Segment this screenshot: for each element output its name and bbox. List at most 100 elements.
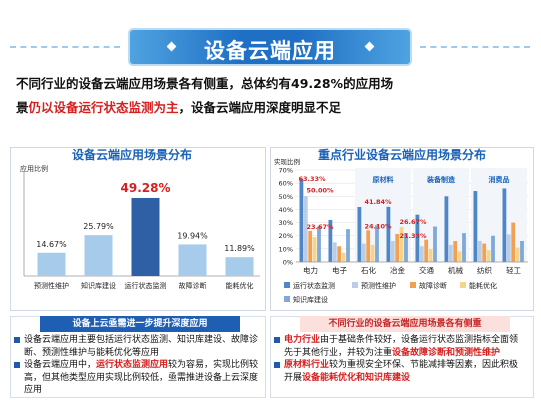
bar-电子-3 xyxy=(341,252,346,262)
bar-轻工-4 xyxy=(520,240,524,262)
legend-swatch-2 xyxy=(410,282,416,288)
legend-swatch-4 xyxy=(284,296,290,302)
bar-石化-2 xyxy=(366,230,371,262)
annotation-4: 24.10% xyxy=(365,222,393,230)
annotation-0: 63.33% xyxy=(299,175,327,183)
x-tick-label-6: 纺织 xyxy=(477,265,492,275)
bar-交通-2 xyxy=(424,239,429,262)
summary-line-2-pre: 景 xyxy=(16,100,29,115)
bottom-left-bullet-2: 设备云端应用中，运行状态监测应用较为容易，实现比例较高，但其他类型应用实现比例较… xyxy=(14,359,260,397)
left-chart-ylabel: 应用比例 xyxy=(20,165,48,173)
bar-电力-0 xyxy=(299,178,304,262)
x-tick-label-3: 故障诊断 xyxy=(179,281,207,290)
bar-石化-4 xyxy=(375,225,379,262)
annotation-2: 23.67% xyxy=(307,223,335,231)
bar-2 xyxy=(131,197,160,276)
group-label-0: 原材料 xyxy=(373,175,394,184)
bar-0 xyxy=(37,252,66,276)
bar-冶金-0 xyxy=(386,206,391,262)
y-tick-label-6: 60% xyxy=(279,180,293,188)
bar-电力-4 xyxy=(317,226,321,262)
bar-机械-0 xyxy=(444,196,449,262)
y-tick-label-7: 70% xyxy=(279,167,293,175)
y-tick-label-2: 20% xyxy=(279,232,293,240)
bar-纺织-0 xyxy=(473,191,478,262)
banner-dash-right xyxy=(420,46,530,48)
summary-line-1: 不同行业的设备云端应用场景各有侧重，总体约有49.28%的应用场 xyxy=(16,76,394,91)
bar-电子-0 xyxy=(328,219,333,262)
bar-机械-2 xyxy=(453,240,458,262)
bar-纺织-1 xyxy=(477,240,482,262)
legend-label-0: 运行状态监测 xyxy=(293,281,335,290)
x-tick-label-1: 电子 xyxy=(332,265,347,275)
br-b1-highlight: 电力行业 xyxy=(284,335,321,345)
bar-冶金-1 xyxy=(390,240,395,262)
bar-石化-1 xyxy=(361,243,366,262)
bar-value-label-3: 19.94% xyxy=(177,231,208,240)
bar-轻工-0 xyxy=(502,188,507,262)
bottom-left-header: 设备上云亟需进一步提升深度应用 xyxy=(40,316,240,332)
bar-value-label-1: 25.79% xyxy=(83,222,114,231)
summary-highlight: 仍以设备运行状态监测为主 xyxy=(28,100,179,115)
bar-value-label-4: 11.89% xyxy=(224,244,255,253)
group-label-2: 消费品 xyxy=(489,175,510,184)
bar-机械-3 xyxy=(457,251,462,262)
bar-电力-1 xyxy=(303,196,308,262)
summary-text: 不同行业的设备云端应用场景各有侧重，总体约有49.28%的应用场 景仍以设备运行… xyxy=(16,72,526,120)
bar-机械-4 xyxy=(462,233,466,262)
bar-冶金-3 xyxy=(399,226,404,262)
bottom-left-body: 设备云端应用主要包括运行状态监测、知识库建设、故障诊断、预测性维护与能耗优化等应… xyxy=(14,334,260,397)
y-tick-label-1: 10% xyxy=(279,245,293,253)
bottom-right-bullet-1: 电力行业由于基础条件较好，设备运行状态监测指标全面领先于其他行业，并较为注重设备… xyxy=(274,334,526,359)
annotation-1: 50.00% xyxy=(307,186,335,194)
br-b2-mid: 较为重视安全环保、节能减排等因素，因此积极开展 xyxy=(284,360,519,383)
legend-label-2: 故障诊断 xyxy=(419,281,447,290)
bar-纺织-3 xyxy=(486,250,491,262)
bar-石化-3 xyxy=(370,244,375,262)
bottom-right-body: 电力行业由于基础条件较好，设备运行状态监测指标全面领先于其他行业，并较为注重设备… xyxy=(274,334,526,384)
annotation-5: 26.67% xyxy=(400,218,428,226)
bar-纺织-2 xyxy=(482,243,487,262)
summary-line-2-post: ，设备云端应用深度明显不足 xyxy=(178,100,342,115)
bar-轻工-1 xyxy=(506,234,511,262)
bar-轻工-2 xyxy=(511,222,516,262)
br-b2-highlight: 原材料行业 xyxy=(284,360,330,370)
left-bar-chart: 14.67% 预测性维护 25.79% 知识库建设 49.28% 运行状态监测 19.94%… xyxy=(23,172,260,290)
bl-b2-highlight: 运行状态监测应用 xyxy=(96,360,169,370)
y-tick-label-3: 30% xyxy=(279,219,293,227)
bottom-right-header: 不同行业的设备云端应用场景各有侧重 xyxy=(300,316,510,332)
bar-1 xyxy=(84,235,113,276)
right-chart-ylabel: 实现比例 xyxy=(274,158,300,166)
bar-电子-4 xyxy=(346,229,350,262)
y-tick-label-5: 50% xyxy=(279,193,293,201)
bar-电力-3 xyxy=(312,237,317,262)
x-tick-label-4: 能耗优化 xyxy=(226,281,254,290)
bar-电子-2 xyxy=(337,246,342,262)
bar-冶金-2 xyxy=(395,233,400,262)
right-chart-title: 重点行业设备云端应用场景分布 xyxy=(318,148,487,162)
x-tick-label-2: 运行状态监测 xyxy=(125,281,167,290)
bar-value-label-0: 14.67% xyxy=(36,240,67,249)
x-tick-label-0: 预测性维护 xyxy=(34,281,69,290)
banner-dash-left xyxy=(10,46,120,48)
x-tick-label-7: 轻工 xyxy=(506,265,521,275)
group-label-1: 装备制造 xyxy=(426,175,456,184)
page-title: 设备云端应用 xyxy=(204,39,336,63)
bar-机械-1 xyxy=(448,244,453,262)
y-tick-label-4: 40% xyxy=(279,206,293,214)
x-tick-label-4: 交通 xyxy=(419,265,434,275)
legend-label-4: 知识库建设 xyxy=(293,295,328,304)
x-tick-label-2: 石化 xyxy=(361,265,376,275)
annotation-3: 41.84% xyxy=(365,198,393,206)
bar-交通-4 xyxy=(433,226,437,262)
br-b1-highlight-2: 设备故障诊断和预测性维护 xyxy=(392,347,501,358)
bar-交通-0 xyxy=(415,214,420,262)
x-tick-label-3: 冶金 xyxy=(390,265,405,275)
bar-纺织-4 xyxy=(491,235,495,262)
bar-电力-2 xyxy=(308,230,313,262)
br-b1-mid: 由于基础条件较好，设备运行状态监测指标全面领先于其他行业，并较为注重 xyxy=(284,335,519,358)
legend-label-1: 预测性维护 xyxy=(361,281,396,290)
bar-4 xyxy=(225,257,254,276)
legend-swatch-0 xyxy=(284,282,290,288)
bottom-right-bullet-2: 原材料行业较为重视安全环保、节能减排等因素，因此积极开展设备能耗优化和知识库建设 xyxy=(274,359,526,384)
